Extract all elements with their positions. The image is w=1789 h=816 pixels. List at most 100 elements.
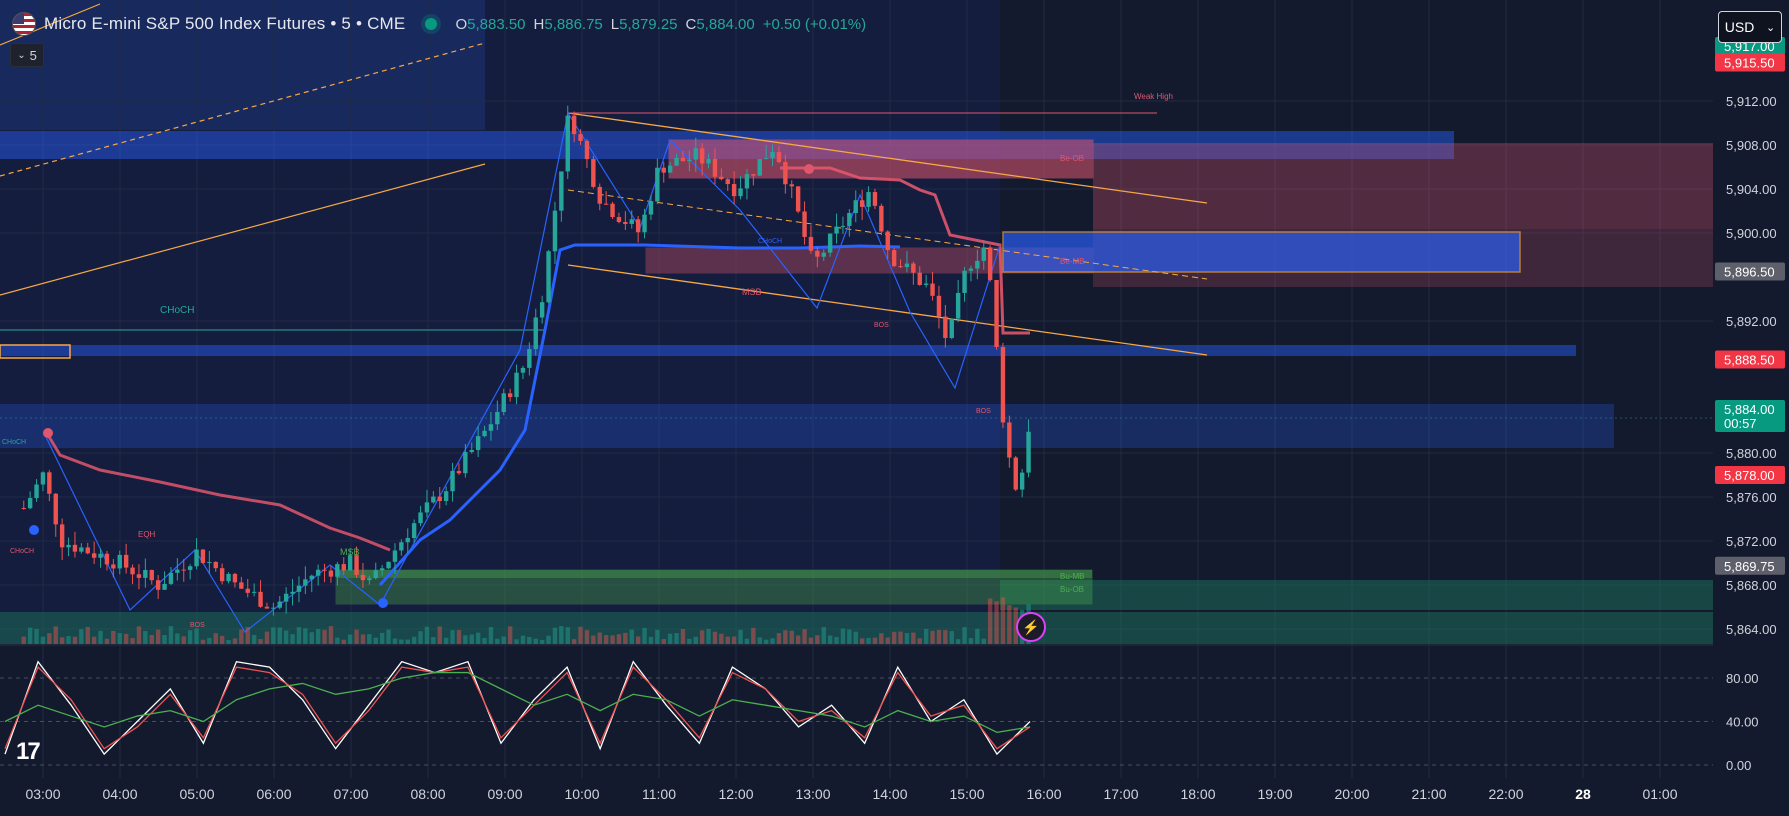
candle-body: [744, 174, 750, 189]
candle-body: [751, 174, 756, 176]
volume-bar: [635, 636, 641, 644]
candle-body: [239, 582, 244, 589]
ohlc-close: C5,884.00: [685, 15, 755, 33]
candle-body: [661, 167, 666, 173]
zigzag-line: [44, 111, 1001, 633]
candle-body: [859, 200, 865, 207]
volume-bar: [680, 628, 686, 644]
volume-bar: [200, 639, 206, 644]
candle-body: [303, 579, 308, 586]
us-flag-icon: [12, 12, 36, 36]
volume-bar: [207, 637, 212, 644]
volume-bar: [1000, 597, 1006, 644]
time-tick-label: 13:00: [795, 786, 830, 802]
symbol-title[interactable]: Micro E-mini S&P 500 Index Futures • 5 •…: [44, 14, 406, 33]
volume-bar: [315, 629, 321, 644]
candle-body: [559, 171, 564, 211]
candle-body: [469, 450, 474, 453]
candle-body: [642, 214, 647, 233]
blue-zone-top-left: [0, 0, 485, 130]
volume-bar: [168, 626, 174, 644]
time-tick-label: 14:00: [872, 786, 907, 802]
candle-body: [527, 349, 532, 368]
currency-label: USD: [1724, 19, 1755, 35]
volume-bar: [239, 629, 244, 644]
candle-body: [923, 283, 929, 285]
candle-body: [143, 569, 148, 578]
candle-body: [738, 188, 743, 197]
volume-bar: [949, 631, 954, 644]
candle-body: [136, 574, 142, 578]
candle-body: [367, 578, 372, 581]
volume-bar: [53, 626, 58, 644]
volume-bar: [226, 639, 231, 644]
volume-bar: [399, 639, 404, 644]
oscillator-series-line: [4, 671, 1031, 734]
tradingview-logo-icon[interactable]: 17: [16, 738, 41, 765]
price-tick-label: 5,912.00: [1726, 94, 1777, 109]
candle-body: [175, 569, 180, 573]
channel-top: [567, 112, 1208, 204]
volume-bar: [674, 633, 679, 644]
candle-body: [91, 553, 97, 558]
blue-box-right: [1002, 231, 1521, 273]
interval-button[interactable]: ⌄ 5: [10, 43, 44, 67]
candle-body: [904, 263, 910, 268]
volume-bar: [699, 630, 705, 644]
volume-bar: [616, 634, 622, 644]
volume-bar: [341, 639, 346, 644]
time-scale[interactable]: 03:00 04:00 05:00 06:00 07:00 08:00 09:00 10:00…: [25, 786, 1677, 802]
candle-body: [770, 152, 775, 159]
volume-bar: [488, 627, 494, 644]
candle-body: [463, 452, 468, 474]
trailing-stop-blue: [378, 243, 901, 586]
candle-body: [495, 411, 500, 425]
volume-bar: [251, 634, 257, 644]
volume-bar: [821, 627, 826, 644]
volume-bar: [213, 633, 218, 644]
candle-body: [283, 593, 289, 602]
candle-body: [72, 544, 78, 552]
symbol-legend[interactable]: Micro E-mini S&P 500 Index Futures • 5 •…: [12, 11, 866, 37]
orange-line-corner: [0, 3, 101, 46]
price-tick-label: 5,868.00: [1726, 578, 1777, 593]
bos-label-3: BOS: [190, 622, 205, 629]
lightning-boost-icon[interactable]: ⚡: [1016, 612, 1046, 642]
volume-bar: [975, 628, 980, 644]
volume-bar: [885, 637, 890, 644]
volume-bar: [264, 631, 270, 644]
orange-box-left: [0, 344, 71, 359]
ohlc-open: O5,883.50: [455, 15, 526, 33]
volume-bar: [667, 633, 673, 644]
price-tick-label: 5,900.00: [1726, 226, 1777, 241]
signal-dot-blue-left: [29, 525, 39, 535]
candle-body: [591, 159, 596, 187]
volume-bar: [1007, 605, 1012, 644]
volume-bar: [47, 633, 52, 644]
candle-body: [731, 184, 737, 197]
price-scale[interactable]: 5,912.00 5,908.00 5,904.00 5,900.00 5,892.00…: [1726, 94, 1777, 637]
price-badge: [1715, 53, 1785, 72]
candle-body: [514, 372, 519, 398]
oscillator-scale[interactable]: 80.00 40.00 0.00: [1726, 671, 1759, 773]
candle-body: [360, 574, 366, 581]
candle-body: [40, 472, 46, 485]
volume-bar: [776, 633, 782, 644]
candle-body: [674, 158, 679, 166]
candle-body: [34, 484, 39, 499]
channel-bottom: [567, 264, 1208, 356]
volume-bar: [802, 629, 807, 644]
chevron-down-icon: ⌄: [17, 49, 26, 61]
price-tick-label: 5,876.00: [1726, 490, 1777, 505]
volume-bar: [719, 633, 724, 644]
candle-body: [47, 472, 52, 494]
osc-tick-label: 80.00: [1726, 671, 1759, 686]
currency-selector[interactable]: USD ⌄: [1718, 11, 1782, 43]
candle-body: [603, 203, 609, 205]
chevron-down-icon: ⌄: [1765, 21, 1776, 34]
candle-body: [898, 266, 903, 268]
volume-bar: [859, 638, 865, 644]
time-scale-bg[interactable]: [0, 778, 1789, 811]
